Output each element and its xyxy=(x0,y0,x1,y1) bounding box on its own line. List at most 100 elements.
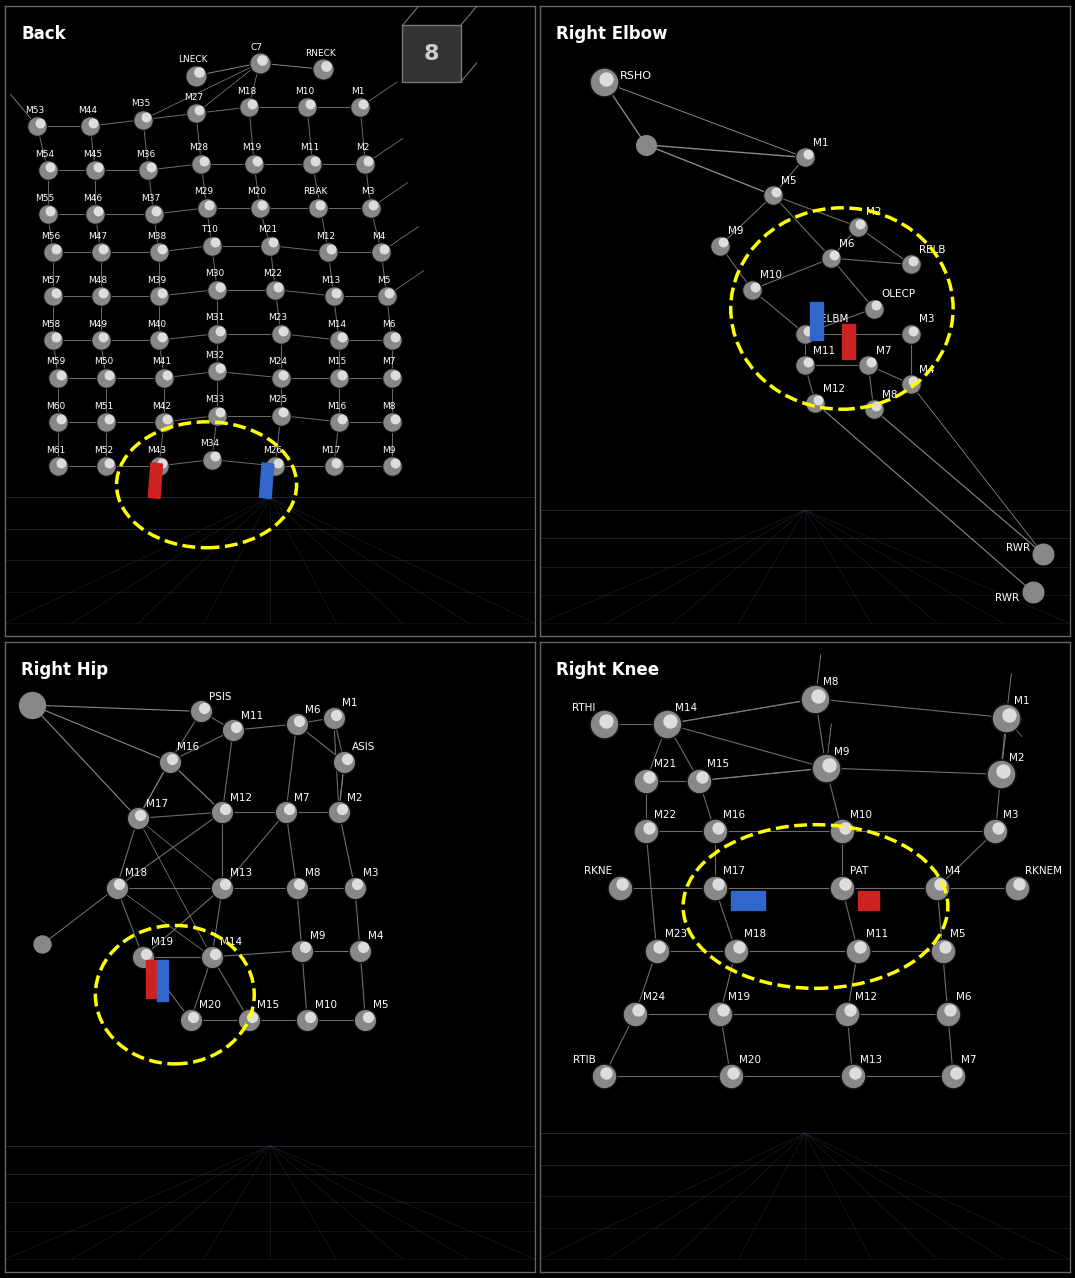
Point xyxy=(690,771,707,791)
Point xyxy=(860,355,877,376)
Point xyxy=(49,456,67,477)
Point xyxy=(905,250,922,271)
Point xyxy=(301,93,318,114)
Point xyxy=(306,151,324,171)
Point xyxy=(637,820,655,841)
Point xyxy=(708,874,726,895)
Text: M14: M14 xyxy=(219,938,242,947)
Point xyxy=(902,323,919,344)
Point xyxy=(275,403,292,423)
Text: M15: M15 xyxy=(707,759,729,769)
Point xyxy=(111,874,128,895)
Text: M44: M44 xyxy=(78,106,97,115)
Point xyxy=(209,280,226,300)
Point xyxy=(151,456,168,477)
Point xyxy=(384,368,401,389)
Point xyxy=(817,758,834,778)
Point xyxy=(992,764,1009,785)
Text: M4: M4 xyxy=(368,932,384,941)
Point xyxy=(270,452,287,473)
Text: M23: M23 xyxy=(664,929,687,939)
Text: M20: M20 xyxy=(199,1001,220,1011)
Bar xyxy=(146,960,156,998)
Point xyxy=(49,412,67,432)
Point xyxy=(190,63,207,83)
Point xyxy=(209,323,226,344)
Point xyxy=(902,254,919,275)
Point xyxy=(100,364,117,385)
Point xyxy=(317,56,334,77)
Point xyxy=(87,160,104,180)
Text: M54: M54 xyxy=(35,150,55,158)
Point xyxy=(151,242,168,262)
Point xyxy=(87,204,104,225)
Text: M17: M17 xyxy=(321,446,341,455)
Point xyxy=(192,702,210,722)
Text: M49: M49 xyxy=(88,320,108,328)
Point xyxy=(134,110,152,130)
Text: M50: M50 xyxy=(94,358,113,367)
Point xyxy=(206,233,224,253)
Point xyxy=(53,409,70,429)
Point xyxy=(250,52,268,73)
Point xyxy=(598,69,615,89)
Text: M26: M26 xyxy=(263,446,283,455)
Point xyxy=(211,276,228,296)
Point xyxy=(722,1066,740,1086)
Point xyxy=(211,358,228,378)
Text: RKNEM: RKNEM xyxy=(1024,866,1062,877)
Text: M53: M53 xyxy=(25,106,44,115)
Text: M19: M19 xyxy=(242,143,261,152)
Point xyxy=(156,412,173,432)
Point xyxy=(722,1066,740,1086)
Point xyxy=(354,93,371,114)
Point xyxy=(134,947,152,967)
Point xyxy=(92,286,110,307)
Point xyxy=(650,937,668,957)
Point xyxy=(281,799,298,819)
Point xyxy=(203,235,220,256)
Text: RELB: RELB xyxy=(919,245,945,256)
Point xyxy=(39,160,56,180)
Bar xyxy=(157,960,168,1001)
Point xyxy=(637,771,655,791)
Text: M7: M7 xyxy=(876,346,892,355)
Point xyxy=(299,1010,316,1030)
Point xyxy=(92,330,110,350)
Point xyxy=(362,198,379,219)
Bar xyxy=(148,463,162,498)
Point xyxy=(357,153,374,174)
Point xyxy=(942,1001,959,1021)
Point xyxy=(352,941,369,961)
Text: M12: M12 xyxy=(316,231,335,240)
Point xyxy=(836,874,854,895)
Point xyxy=(296,937,313,957)
Text: M10: M10 xyxy=(850,810,872,819)
Point xyxy=(304,153,321,174)
Point xyxy=(182,1010,199,1030)
Point xyxy=(267,280,284,300)
Point xyxy=(209,323,226,344)
Text: M24: M24 xyxy=(269,358,287,367)
Point xyxy=(990,818,1007,838)
Point xyxy=(809,685,827,705)
Point xyxy=(245,153,262,174)
Point xyxy=(596,713,613,734)
Point xyxy=(49,368,67,389)
Point xyxy=(998,708,1015,728)
Point xyxy=(241,1010,258,1030)
Point xyxy=(940,1003,957,1024)
Text: M3: M3 xyxy=(919,314,934,325)
Point xyxy=(47,282,64,303)
Point xyxy=(24,695,41,716)
Bar xyxy=(259,463,274,498)
Point xyxy=(322,239,340,259)
Point xyxy=(768,181,785,202)
Text: M6: M6 xyxy=(840,239,855,249)
Text: M33: M33 xyxy=(205,395,225,404)
Point xyxy=(746,276,763,296)
Point xyxy=(216,874,233,895)
Point xyxy=(31,112,48,133)
Point xyxy=(182,1010,199,1030)
Point xyxy=(29,116,46,137)
